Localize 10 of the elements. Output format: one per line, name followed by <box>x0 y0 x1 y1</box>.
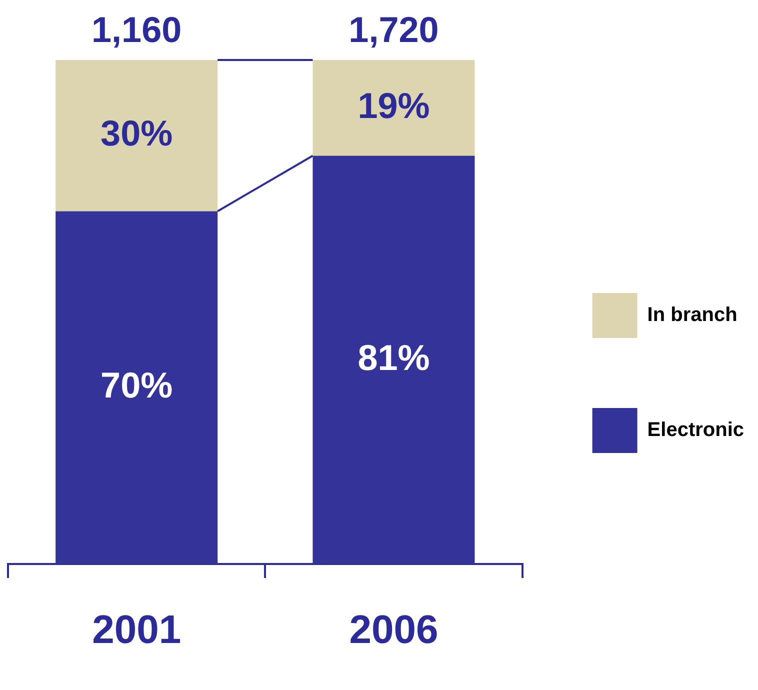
x-tick-label: 2006 <box>349 608 438 652</box>
x-tick-label: 2001 <box>92 608 182 652</box>
annotation: 1,720 <box>348 8 439 50</box>
data-label: 19% <box>358 84 430 126</box>
annotation: 1,160 <box>92 8 182 50</box>
legend-label: In branch <box>647 304 738 326</box>
legend-label: Electronic <box>647 419 744 442</box>
data-label: 30% <box>100 112 173 154</box>
data-label: 70% <box>100 364 173 406</box>
data-label: 81% <box>358 336 430 378</box>
